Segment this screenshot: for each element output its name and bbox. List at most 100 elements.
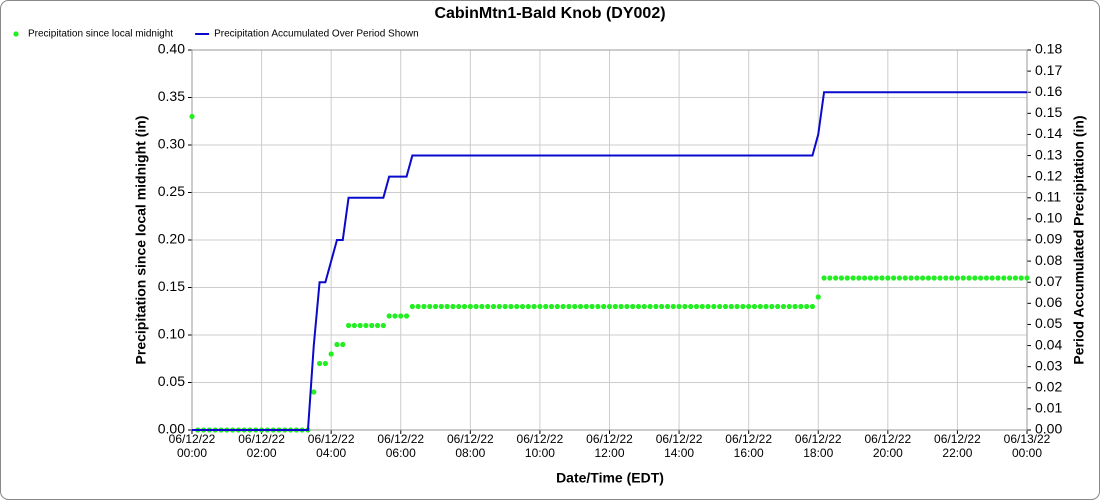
y2-tick-label: 0.10	[1035, 210, 1062, 226]
point	[415, 303, 421, 310]
point	[432, 303, 439, 310]
point	[786, 303, 792, 310]
point	[821, 275, 827, 281]
point	[896, 275, 903, 281]
point	[769, 303, 775, 310]
chart-title: CabinMtn1-Bald Knob (DY002)	[434, 5, 665, 22]
point	[380, 322, 386, 329]
point	[635, 303, 642, 310]
point	[438, 303, 444, 310]
point	[844, 275, 850, 281]
point	[995, 275, 1001, 281]
y2-tick-label: 0.02	[1035, 378, 1062, 394]
point	[479, 303, 485, 310]
point	[989, 275, 995, 281]
point	[427, 303, 433, 310]
plot-border	[191, 49, 1028, 431]
point	[728, 303, 734, 310]
y2-tick-label: 0.04	[1035, 336, 1062, 352]
point	[1007, 275, 1013, 281]
x-tick-label: 06/12/22 10:00	[517, 432, 564, 460]
y2-tick-label: 0.07	[1035, 273, 1062, 289]
point	[554, 303, 560, 310]
y-tick-label: 0.15	[158, 278, 185, 294]
point	[548, 303, 555, 310]
x-tick-label: 06/13/22 00:00	[1004, 432, 1051, 460]
point	[630, 303, 636, 310]
y2-tick-label: 0.01	[1035, 400, 1062, 416]
x-tick-label: 06/12/22 18:00	[795, 432, 842, 460]
legend-label: Precipitation Accumulated Over Period Sh…	[214, 29, 419, 40]
y-tick-label: 0.10	[158, 326, 185, 342]
y2-tick-label: 0.08	[1035, 252, 1062, 268]
point	[960, 275, 966, 281]
point	[862, 275, 868, 281]
point	[717, 303, 723, 310]
y-axis-label: Precipitation since local midnight (in)	[133, 116, 149, 365]
y2-tick-label: 0.16	[1035, 83, 1062, 99]
point	[357, 322, 363, 329]
point	[972, 275, 978, 281]
point	[676, 303, 682, 310]
y-tick-label: 0.35	[158, 88, 185, 104]
point	[421, 303, 427, 310]
x-tick-label: 06/12/22 14:00	[656, 432, 703, 460]
point	[525, 303, 531, 310]
point	[949, 275, 955, 281]
point	[885, 275, 891, 281]
point	[902, 275, 908, 281]
point	[983, 275, 990, 281]
point	[856, 275, 862, 281]
point	[647, 303, 653, 310]
point	[670, 303, 676, 310]
point	[508, 303, 514, 310]
point	[780, 303, 787, 310]
point	[595, 303, 601, 310]
point	[311, 389, 317, 395]
legend-swatch	[13, 31, 19, 37]
y2-tick-label: 0.06	[1035, 294, 1062, 310]
x-tick-label: 06/12/22 12:00	[586, 432, 633, 460]
point	[502, 303, 508, 310]
point	[624, 303, 630, 310]
point	[450, 303, 456, 310]
point	[966, 275, 972, 281]
point	[537, 303, 543, 310]
point	[688, 303, 694, 310]
point	[514, 303, 520, 310]
point	[369, 322, 375, 329]
series-line	[192, 91, 1027, 431]
point	[403, 313, 410, 319]
point	[699, 303, 705, 310]
point	[653, 303, 659, 310]
point	[316, 360, 323, 367]
point	[1018, 275, 1024, 281]
point	[345, 322, 352, 329]
x-tick-label: 06/12/22 16:00	[725, 432, 772, 460]
point	[664, 303, 671, 310]
point	[543, 303, 549, 310]
point	[392, 313, 398, 319]
y2-tick-label: 0.12	[1035, 167, 1062, 183]
point	[931, 275, 937, 281]
point	[908, 275, 914, 281]
x-tick-label: 06/12/22 04:00	[308, 432, 355, 460]
point	[838, 275, 845, 281]
point	[583, 303, 589, 310]
point	[473, 303, 479, 310]
y-tick-label: 0.25	[158, 183, 185, 199]
x-tick-label: 06/12/22 08:00	[447, 432, 494, 460]
point	[1001, 275, 1007, 281]
point	[601, 303, 607, 310]
point	[409, 303, 415, 310]
point	[815, 294, 821, 300]
x-tick-label: 06/12/22 02:00	[238, 432, 285, 460]
y2-tick-label: 0.14	[1035, 125, 1062, 141]
point	[328, 351, 334, 357]
point	[519, 303, 526, 310]
y-tick-label: 0.40	[158, 41, 185, 57]
point	[775, 303, 781, 310]
point	[531, 303, 537, 310]
x-tick-label: 06/12/22 06:00	[377, 432, 424, 460]
